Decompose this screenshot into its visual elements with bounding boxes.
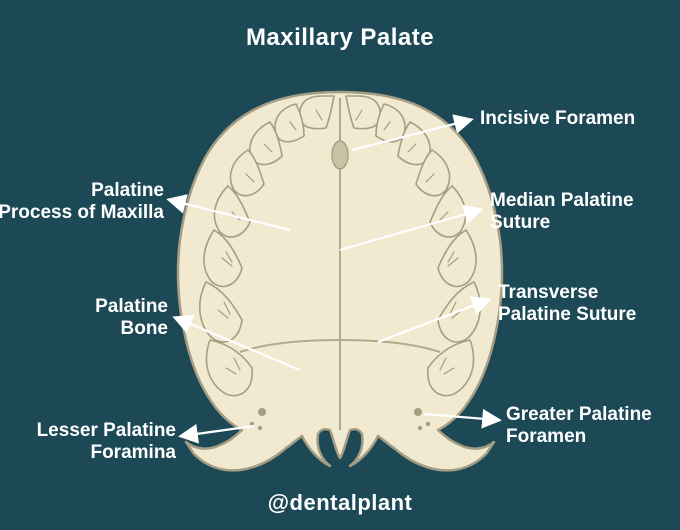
tooth-mark xyxy=(426,174,434,182)
tooth xyxy=(430,186,466,237)
leader-arrow-transverse-suture xyxy=(378,300,488,342)
incisive-foramen xyxy=(332,141,348,169)
label-incisive-foramen: Incisive Foramen xyxy=(480,108,635,130)
lesser-palatine-foramen xyxy=(418,426,422,430)
diagram-title: Maxillary Palate xyxy=(0,24,680,52)
tooth xyxy=(200,282,242,342)
tooth-mark xyxy=(440,212,448,220)
tooth xyxy=(250,122,282,165)
leader-arrow-palatine-process xyxy=(170,200,290,230)
lesser-palatine-foramen xyxy=(426,422,430,426)
tooth-mark xyxy=(408,144,416,152)
tooth-mark xyxy=(264,144,272,152)
transverse-palatine-suture xyxy=(240,340,440,352)
tooth-mark xyxy=(356,110,362,120)
tooth xyxy=(428,340,474,396)
lesser-palatine-foramen xyxy=(258,426,262,430)
label-palatine-bone: Palatine Bone xyxy=(95,296,168,340)
tooth-mark xyxy=(232,212,240,220)
tooth-mark xyxy=(450,302,462,318)
tooth-mark xyxy=(222,252,232,266)
tooth-mark xyxy=(384,122,390,130)
tooth xyxy=(275,104,304,142)
label-median-suture: Median Palatine Suture xyxy=(490,190,634,234)
diagram-stage: Maxillary Palate @dentalplant Incisive F… xyxy=(0,0,680,530)
label-greater-foramen: Greater Palatine Foramen xyxy=(506,404,652,448)
label-palatine-process: Palatine Process of Maxilla xyxy=(0,180,164,224)
tooth xyxy=(204,230,242,286)
greater-palatine-foramen xyxy=(414,408,422,416)
tooth xyxy=(416,150,450,196)
tooth xyxy=(230,150,264,196)
label-transverse-suture: Transverse Palatine Suture xyxy=(498,282,636,326)
tooth-mark xyxy=(290,122,296,130)
leader-arrow-incisive-foramen xyxy=(352,120,470,150)
leader-arrow-median-suture xyxy=(340,210,480,250)
tooth xyxy=(214,186,250,237)
tooth-mark xyxy=(448,252,458,266)
greater-palatine-foramen xyxy=(258,408,266,416)
diagram-credit: @dentalplant xyxy=(0,490,680,516)
palate-body xyxy=(178,92,502,470)
leader-arrow-palatine-bone xyxy=(176,318,300,370)
tooth-mark xyxy=(218,302,230,318)
tooth xyxy=(300,96,334,129)
label-lesser-foramina: Lesser Palatine Foramina xyxy=(37,420,176,464)
tooth xyxy=(438,282,480,342)
tooth-mark xyxy=(316,110,322,120)
leader-arrow-greater-foramen xyxy=(424,414,498,420)
tooth-mark xyxy=(440,358,454,374)
tooth xyxy=(207,340,253,396)
tooth-mark xyxy=(246,174,254,182)
tooth xyxy=(346,96,380,129)
tooth xyxy=(398,122,430,165)
leader-arrow-lesser-foramina xyxy=(182,426,254,436)
lesser-palatine-foramen xyxy=(250,422,254,426)
tooth-mark xyxy=(226,358,240,374)
tooth xyxy=(376,104,405,142)
tooth xyxy=(438,230,476,286)
